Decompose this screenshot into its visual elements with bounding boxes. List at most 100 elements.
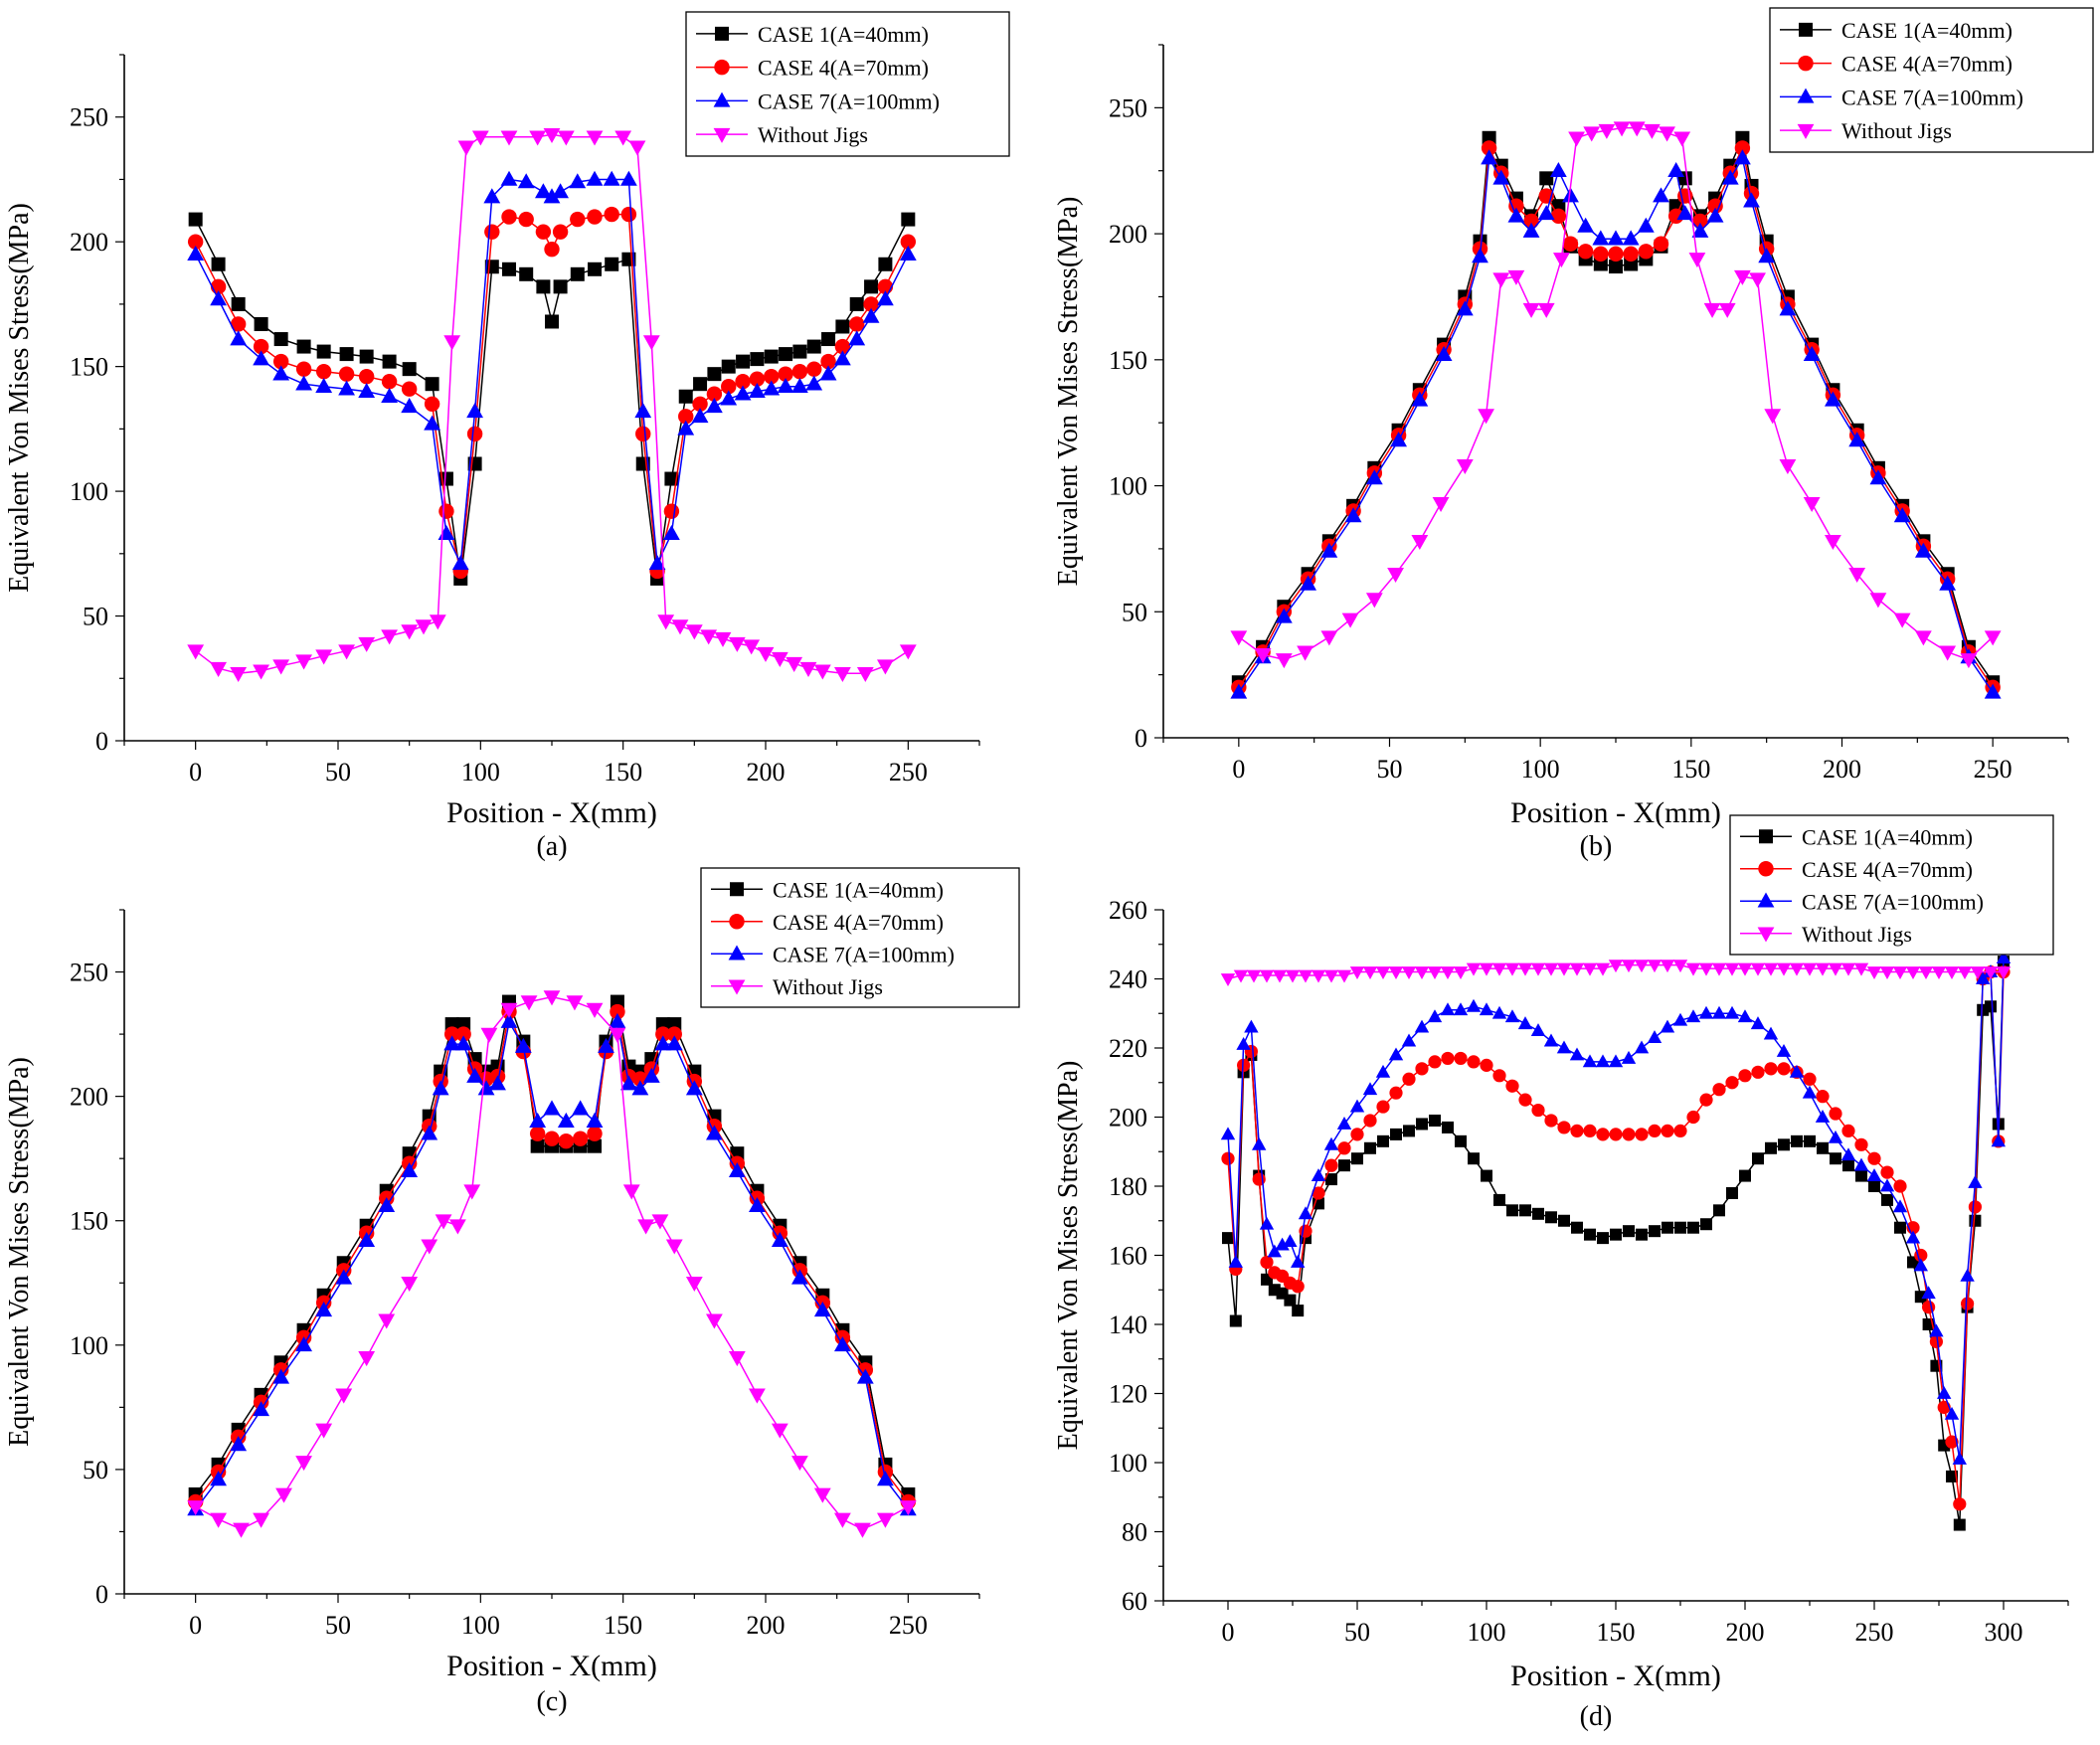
legend-label: Without Jigs <box>1802 922 1912 947</box>
data-point <box>231 296 246 311</box>
data-point <box>1802 1085 1818 1099</box>
data-point <box>1621 1050 1637 1064</box>
data-point <box>1411 391 1429 407</box>
data-point <box>1550 208 1567 225</box>
data-point <box>1739 1169 1751 1182</box>
data-point <box>1415 1062 1429 1076</box>
data-point <box>1734 269 1751 285</box>
data-point <box>520 995 538 1011</box>
legend-marker <box>1758 861 1774 877</box>
data-point <box>1894 1221 1906 1234</box>
data-point <box>736 354 751 369</box>
data-point <box>749 382 766 399</box>
data-point <box>210 661 227 677</box>
data-point <box>771 1231 788 1248</box>
data-point <box>455 1026 471 1042</box>
data-point <box>535 183 552 199</box>
data-point <box>1402 1072 1416 1086</box>
data-point <box>529 1126 546 1141</box>
panel-a: 0 50 100 150 200 250 0 50 100 150 200 250 Position -… <box>4 11 1010 862</box>
legend-label: Without Jigs <box>773 974 883 999</box>
data-point <box>338 644 355 660</box>
data-point <box>1363 1114 1377 1128</box>
data-point <box>1390 1128 1402 1140</box>
data-point <box>1929 1334 1943 1348</box>
data-point <box>1323 1136 1339 1150</box>
data-point <box>728 1161 746 1177</box>
data-point <box>1259 969 1275 983</box>
data-point <box>1685 962 1701 976</box>
data-point <box>1779 300 1797 316</box>
y-axis-label: Equivalent Von Mises Stress(MPa) <box>4 203 35 593</box>
data-point <box>1660 1019 1675 1033</box>
y-tick-label: 100 <box>1109 472 1147 501</box>
data-point <box>381 629 398 645</box>
data-point <box>1726 1186 1738 1199</box>
legend-label: CASE 7(A=100mm) <box>1802 889 1984 914</box>
legend-label: CASE 1(A=40mm) <box>758 22 929 47</box>
data-point <box>721 379 737 395</box>
data-point <box>1338 1159 1350 1172</box>
data-point <box>1609 260 1623 274</box>
data-point <box>415 619 433 635</box>
data-point <box>1233 969 1249 983</box>
data-point <box>1545 1211 1557 1224</box>
data-point <box>1607 230 1625 246</box>
data-point <box>1504 1009 1520 1023</box>
data-point <box>1429 1114 1441 1127</box>
data-point <box>1764 1062 1778 1076</box>
series-line <box>195 998 909 1495</box>
data-point <box>1411 535 1429 551</box>
data-point <box>1854 1137 1868 1151</box>
data-point <box>358 382 376 399</box>
data-point <box>614 130 632 146</box>
data-point <box>706 386 723 402</box>
legend-box <box>685 11 1010 157</box>
data-point <box>777 377 794 394</box>
data-point <box>714 631 732 647</box>
data-point <box>338 366 355 382</box>
data-point <box>834 350 851 366</box>
data-point <box>1456 458 1474 475</box>
data-point <box>806 361 822 377</box>
data-point <box>335 1269 353 1285</box>
data-point <box>1848 567 1866 584</box>
data-point <box>899 1500 917 1516</box>
data-point <box>1692 213 1708 230</box>
legend-item: CASE 1(A=40mm) <box>1780 18 2012 43</box>
legend-label: CASE 4(A=70mm) <box>773 910 944 935</box>
data-point <box>552 224 569 240</box>
data-point <box>1595 962 1611 976</box>
data-point <box>586 170 604 186</box>
data-point <box>1543 1033 1559 1047</box>
data-point <box>500 1012 518 1028</box>
data-point <box>338 380 355 396</box>
data-point <box>1622 230 1640 246</box>
data-point <box>1517 1016 1533 1030</box>
legend-marker <box>1797 87 1815 103</box>
data-point <box>553 279 568 294</box>
data-point <box>1751 1065 1765 1079</box>
data-point <box>1961 1297 1975 1310</box>
data-point <box>1583 1124 1597 1137</box>
data-point <box>635 426 651 442</box>
data-point <box>1952 1452 1967 1465</box>
data-point <box>1685 1009 1701 1023</box>
data-point <box>1718 302 1736 318</box>
data-point <box>1653 236 1669 252</box>
legend-marker <box>1757 927 1775 943</box>
data-point <box>1349 966 1365 980</box>
x-tick-label: 250 <box>889 758 928 786</box>
data-point <box>1297 645 1313 661</box>
data-point <box>424 415 440 431</box>
y-tick-label: 180 <box>1109 1172 1147 1201</box>
data-point <box>543 188 561 204</box>
data-point <box>295 1456 312 1472</box>
data-point <box>1388 966 1404 980</box>
data-point <box>1530 962 1546 976</box>
data-point <box>1743 192 1760 208</box>
data-point <box>211 257 226 271</box>
data-point <box>530 1138 545 1153</box>
data-point <box>1776 962 1792 976</box>
data-point <box>1622 1128 1636 1141</box>
